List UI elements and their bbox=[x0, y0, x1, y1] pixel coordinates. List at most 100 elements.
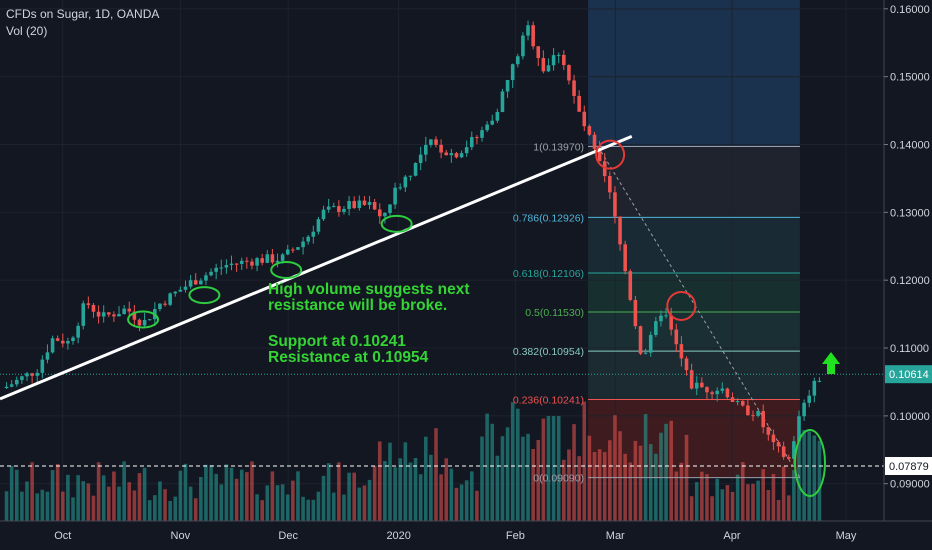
volume-bar bbox=[326, 463, 331, 521]
candle-body bbox=[654, 321, 658, 335]
candle-body bbox=[306, 236, 310, 242]
volume-bar bbox=[408, 462, 413, 521]
y-tick-label: 0.10000 bbox=[890, 411, 930, 423]
volume-bar bbox=[664, 423, 668, 521]
candle-body bbox=[296, 247, 300, 250]
candle-body bbox=[352, 200, 356, 208]
volume-bar bbox=[331, 492, 336, 521]
volume-bar bbox=[602, 452, 607, 521]
candle-body bbox=[291, 249, 295, 251]
volume-bar bbox=[122, 461, 126, 521]
volume-bar bbox=[669, 420, 673, 521]
volume-bar bbox=[792, 470, 796, 521]
volume-indicator-label[interactable]: Vol (20) bbox=[6, 24, 48, 38]
volume-bar bbox=[403, 442, 408, 521]
candle-body bbox=[14, 379, 19, 385]
candle-body bbox=[30, 373, 34, 376]
candle-body bbox=[91, 304, 96, 312]
candle-body bbox=[633, 299, 638, 327]
candle-body bbox=[132, 311, 137, 320]
volume-bar bbox=[362, 485, 367, 521]
volume-bar bbox=[35, 493, 40, 521]
volume-bar bbox=[643, 414, 648, 521]
candle-body bbox=[429, 139, 433, 145]
candle-body bbox=[689, 370, 694, 389]
candle-body bbox=[250, 261, 254, 266]
volume-bar bbox=[188, 486, 193, 521]
candle-body bbox=[137, 319, 142, 326]
candle-body bbox=[209, 271, 213, 276]
candle-body bbox=[275, 260, 280, 263]
volume-bar bbox=[86, 483, 91, 521]
candle-body bbox=[756, 411, 760, 416]
volume-bar bbox=[183, 463, 188, 521]
volume-bars bbox=[4, 401, 822, 521]
volume-bar bbox=[280, 484, 285, 521]
red-circle bbox=[666, 290, 697, 321]
volume-bar bbox=[40, 489, 45, 521]
volume-bar bbox=[521, 436, 525, 521]
volume-bar bbox=[91, 495, 96, 521]
fib-level-label: 0.236(0.10241) bbox=[513, 395, 584, 407]
fib-zone-2 bbox=[588, 272, 800, 313]
volume-bar bbox=[291, 480, 295, 521]
candle-body bbox=[61, 340, 65, 344]
candle-body bbox=[66, 341, 70, 344]
candle-body bbox=[86, 303, 91, 305]
trendline[interactable] bbox=[0, 134, 633, 401]
candle-body bbox=[786, 456, 791, 459]
candle-body bbox=[613, 192, 617, 217]
candle-body bbox=[178, 289, 183, 292]
volume-bar bbox=[388, 442, 392, 521]
volume-bar bbox=[193, 498, 198, 521]
volume-bar bbox=[296, 471, 300, 521]
candle-body bbox=[173, 291, 178, 294]
time-axis[interactable] bbox=[0, 521, 932, 550]
price-axis[interactable] bbox=[884, 0, 932, 521]
volume-bar bbox=[623, 453, 627, 521]
candle-body bbox=[572, 80, 576, 96]
candle-body bbox=[710, 392, 714, 395]
candle-body bbox=[628, 271, 633, 300]
candle-body bbox=[372, 202, 377, 210]
candle-body bbox=[234, 263, 239, 265]
y-tick-label: 0.15000 bbox=[890, 72, 930, 84]
candle-body bbox=[751, 415, 755, 417]
volume-bar bbox=[475, 490, 479, 521]
candle-body bbox=[183, 286, 188, 290]
x-tick-label: 2020 bbox=[386, 530, 410, 542]
volume-bar bbox=[81, 481, 86, 521]
x-tick-label: Apr bbox=[723, 530, 740, 542]
candle-body bbox=[817, 380, 822, 382]
candle-body bbox=[730, 397, 735, 403]
chart-title[interactable]: CFDs on Sugar, 1D, OANDA bbox=[6, 7, 160, 21]
candle-body bbox=[383, 212, 387, 217]
volume-bar bbox=[659, 432, 663, 521]
volume-bar bbox=[61, 491, 65, 521]
candle-body bbox=[408, 175, 413, 177]
candle-body bbox=[393, 187, 397, 205]
candle-body bbox=[797, 416, 801, 442]
volume-bar bbox=[572, 424, 576, 521]
volume-bar bbox=[367, 479, 372, 521]
candle-body bbox=[510, 64, 515, 81]
annotation-line-2: resistance will be broke. bbox=[268, 297, 448, 314]
candle-body bbox=[40, 359, 45, 373]
volume-level-label: 0.07879 bbox=[889, 461, 929, 473]
current-price-label: 0.10614 bbox=[889, 369, 929, 381]
candle-body bbox=[193, 280, 198, 285]
candle-body bbox=[398, 187, 403, 189]
volume-bar bbox=[541, 418, 546, 521]
x-tick-label: Oct bbox=[54, 530, 71, 542]
candle-body bbox=[694, 382, 699, 389]
candle-body bbox=[807, 395, 812, 403]
volume-bar bbox=[250, 461, 254, 521]
candle-body bbox=[541, 58, 546, 72]
candle-body bbox=[270, 254, 275, 263]
volume-bar bbox=[434, 428, 438, 521]
volume-bar bbox=[592, 451, 597, 521]
y-tick-label: 0.09000 bbox=[890, 479, 930, 491]
candle-body bbox=[567, 65, 571, 81]
volume-bar bbox=[30, 462, 34, 521]
